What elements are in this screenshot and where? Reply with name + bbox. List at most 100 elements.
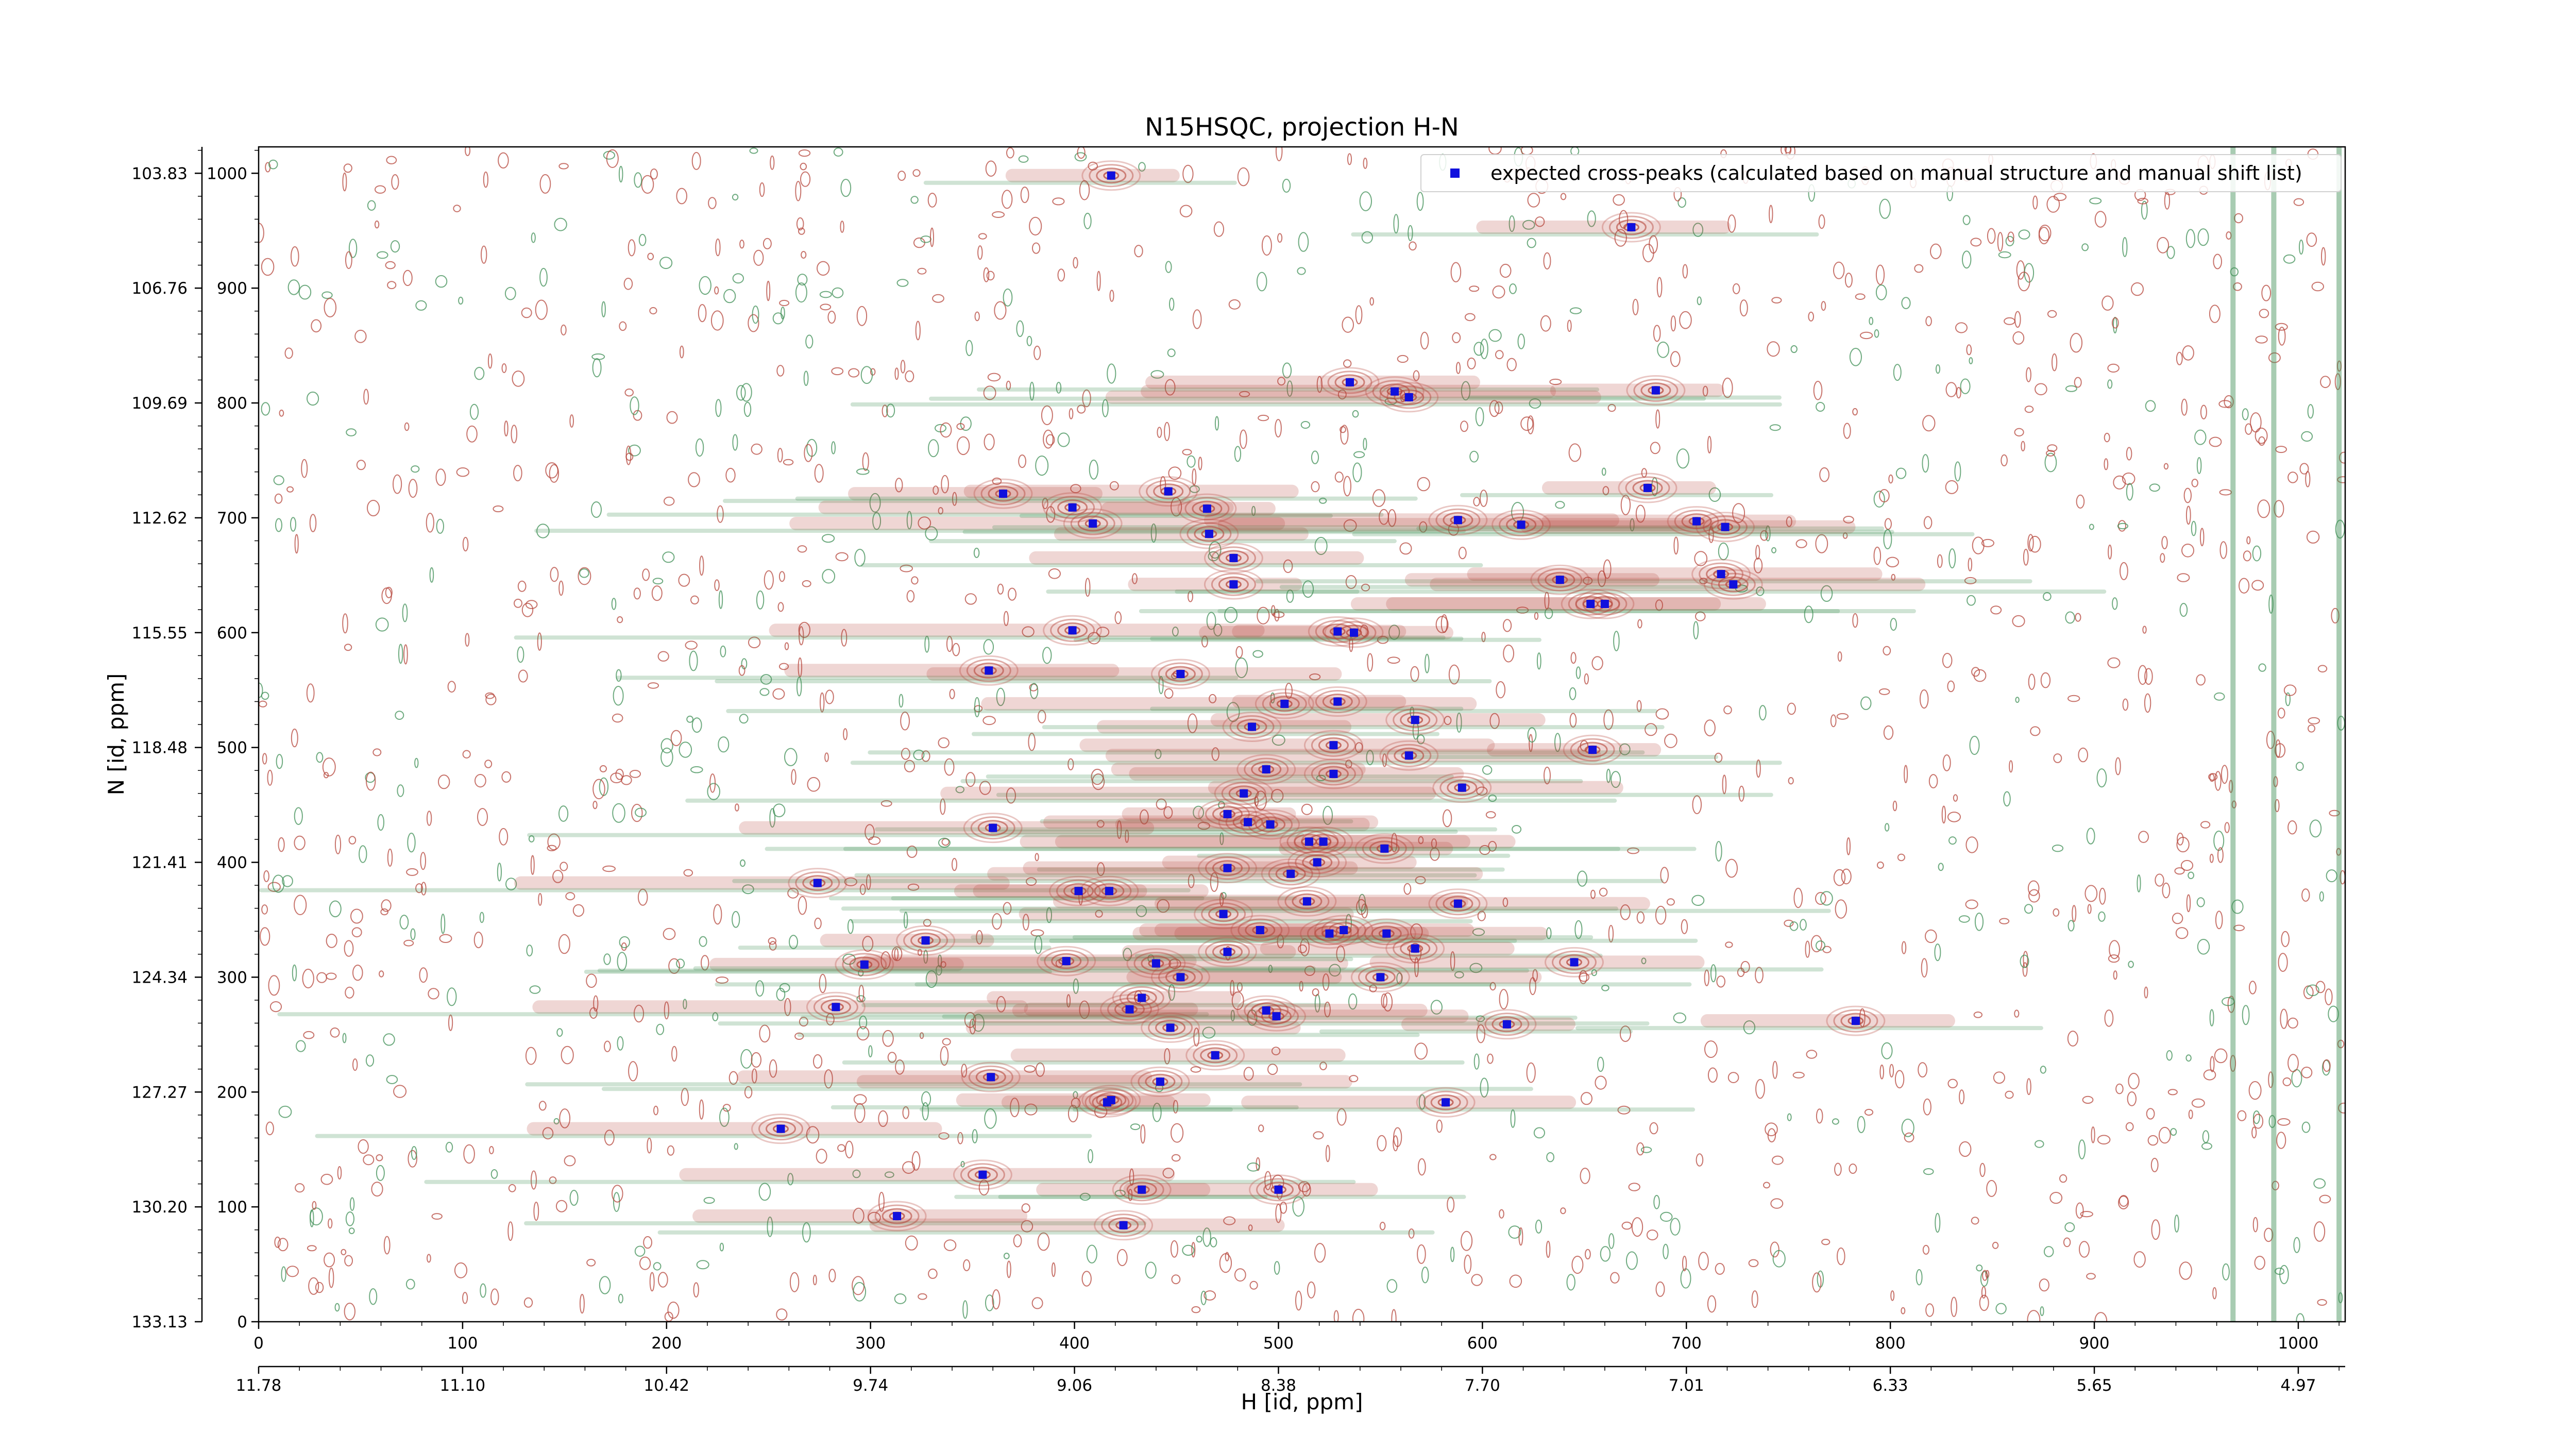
cross-peak-marker	[1333, 627, 1342, 636]
cross-peak-marker	[1851, 1017, 1860, 1025]
cross-peak-marker	[1262, 1006, 1270, 1015]
cross-peak-marker	[1458, 783, 1466, 792]
y-index-tick-label: 400	[217, 854, 247, 872]
legend-marker	[1450, 169, 1460, 178]
cross-peak-marker	[1107, 1096, 1115, 1104]
y-ppm-tick-label: 124.34	[132, 968, 188, 987]
x-index-tick-label: 800	[1875, 1334, 1906, 1353]
cross-peak-marker	[1411, 944, 1419, 953]
cross-peak-marker	[1125, 1005, 1134, 1014]
cross-peak-marker	[1319, 837, 1328, 846]
cross-peak-marker	[860, 960, 869, 969]
x-ppm-tick-label: 9.74	[853, 1376, 888, 1395]
y-index-tick-label: 800	[217, 394, 247, 413]
cross-peak-marker	[1651, 386, 1660, 395]
x-index-tick-label: 600	[1467, 1334, 1498, 1353]
x-index-axis: 0 100 200 300 400 500 600 700 800 900 1000	[253, 1322, 2340, 1353]
cross-peak-marker	[1262, 765, 1270, 773]
cross-peak-marker	[1138, 993, 1146, 1002]
cross-peak-marker	[1240, 789, 1248, 798]
y-ppm-tick-label: 133.13	[132, 1313, 188, 1332]
cross-peak-marker	[1517, 520, 1526, 529]
streak-contours	[259, 147, 2342, 1322]
cross-peak-marker	[1211, 1051, 1219, 1059]
cross-peak-marker	[832, 1003, 840, 1012]
y-ppm-tick-label: 106.76	[132, 279, 188, 298]
legend: expected cross-peaks (calculated based o…	[1420, 154, 2342, 192]
cross-peak-marker	[978, 1170, 987, 1179]
cross-peak-marker	[1325, 929, 1334, 938]
y-ppm-axis: 133.13 130.20 127.27 124.34 121.41 118.48 115.…	[132, 147, 203, 1332]
cross-peak-marker	[1223, 810, 1232, 818]
y-ppm-tick-label: 118.48	[132, 739, 188, 757]
y-ppm-tick-label: 115.55	[132, 624, 188, 643]
x-ppm-tick-label: 4.97	[2280, 1376, 2316, 1395]
x-ppm-tick-label: 5.65	[2077, 1376, 2112, 1395]
cross-peak-marker	[1329, 769, 1338, 778]
cross-peak-marker	[1411, 716, 1419, 724]
cross-peak-marker	[813, 879, 822, 887]
legend-box	[1420, 154, 2342, 192]
cross-peak-marker	[1302, 897, 1311, 906]
x-index-tick-label: 700	[1671, 1334, 1702, 1353]
y-index-tick-label: 300	[217, 968, 247, 987]
cross-peak-marker	[1329, 741, 1338, 750]
plot-area	[259, 147, 2345, 1322]
y-index-tick-label: 0	[237, 1313, 247, 1332]
cross-peak-marker	[1313, 858, 1321, 867]
x-ppm-axis: 11.78 11.10 10.42 9.74 9.06 8.38 7.70 7.01 6.33 5…	[236, 1366, 2345, 1395]
cross-peak-marker	[1442, 1098, 1450, 1107]
cross-peak-marker	[1256, 926, 1264, 934]
cross-peak-marker	[999, 490, 1007, 498]
x-axis-label: H [id, ppm]	[1241, 1389, 1363, 1414]
cross-peak-marker	[1166, 1023, 1175, 1032]
cross-peak-marker	[1729, 580, 1738, 589]
cross-peak-marker	[1717, 570, 1725, 579]
y-index-tick-label: 600	[217, 624, 247, 643]
cross-peak-marker	[1266, 820, 1275, 829]
cross-peak-marker	[1350, 628, 1358, 637]
y-index-tick-label: 200	[217, 1083, 247, 1102]
cross-peak-marker	[985, 666, 993, 675]
cross-peak-marker	[1586, 600, 1595, 608]
cross-peak-marker	[1089, 519, 1097, 528]
cross-peak-marker	[1107, 171, 1115, 180]
cross-peak-marker	[1340, 926, 1348, 934]
x-ppm-tick-label: 7.01	[1669, 1376, 1704, 1395]
y-ppm-tick-label: 121.41	[132, 854, 188, 872]
legend-label: expected cross-peaks (calculated based o…	[1490, 162, 2302, 184]
cross-peak-marker	[1570, 958, 1579, 967]
cross-peak-marker	[1156, 1077, 1164, 1086]
cross-peak-marker	[1138, 1185, 1146, 1194]
y-axis-label: N [id, ppm]	[104, 673, 129, 796]
cross-peak-marker	[1391, 387, 1399, 396]
y-ppm-tick-label: 112.62	[132, 509, 188, 528]
x-ppm-tick-label: 11.10	[440, 1376, 486, 1395]
cross-peak-marker	[1502, 1020, 1511, 1029]
y-index-tick-label: 700	[217, 509, 247, 528]
cross-peak-marker	[1068, 626, 1077, 635]
y-ppm-tick-label: 109.69	[132, 394, 188, 413]
x-ppm-tick-label: 9.06	[1057, 1376, 1092, 1395]
cross-peak-marker	[987, 1073, 995, 1082]
cross-peak-marker	[1286, 869, 1295, 878]
cross-peak-marker	[1068, 503, 1077, 512]
cross-peak-marker	[1333, 697, 1342, 706]
x-index-tick-label: 400	[1059, 1334, 1090, 1353]
cross-peak-marker	[1404, 393, 1413, 401]
x-index-tick-label: 200	[651, 1334, 682, 1353]
cross-peak-marker	[1119, 1221, 1128, 1229]
y-ppm-tick-label: 103.83	[132, 164, 188, 183]
cross-peak-marker	[1176, 670, 1185, 678]
cross-peak-marker	[1164, 487, 1173, 496]
cross-peak-marker	[1380, 844, 1389, 853]
peak-contours	[751, 160, 1886, 1241]
cross-peak-marker	[1219, 909, 1228, 918]
y-ppm-tick-label: 127.27	[132, 1083, 188, 1102]
cross-peak-marker	[1692, 517, 1701, 526]
y-index-tick-label: 900	[217, 279, 247, 298]
noise-contours	[259, 147, 2345, 1322]
cross-peak-marker	[1105, 887, 1113, 896]
cross-peak-marker	[1229, 553, 1238, 562]
cross-peak-marker	[1248, 722, 1256, 731]
